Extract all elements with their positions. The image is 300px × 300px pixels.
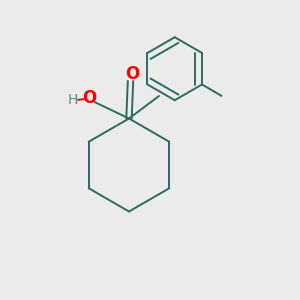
Text: O: O (82, 89, 96, 107)
Text: H: H (68, 93, 78, 106)
Text: O: O (125, 65, 139, 83)
